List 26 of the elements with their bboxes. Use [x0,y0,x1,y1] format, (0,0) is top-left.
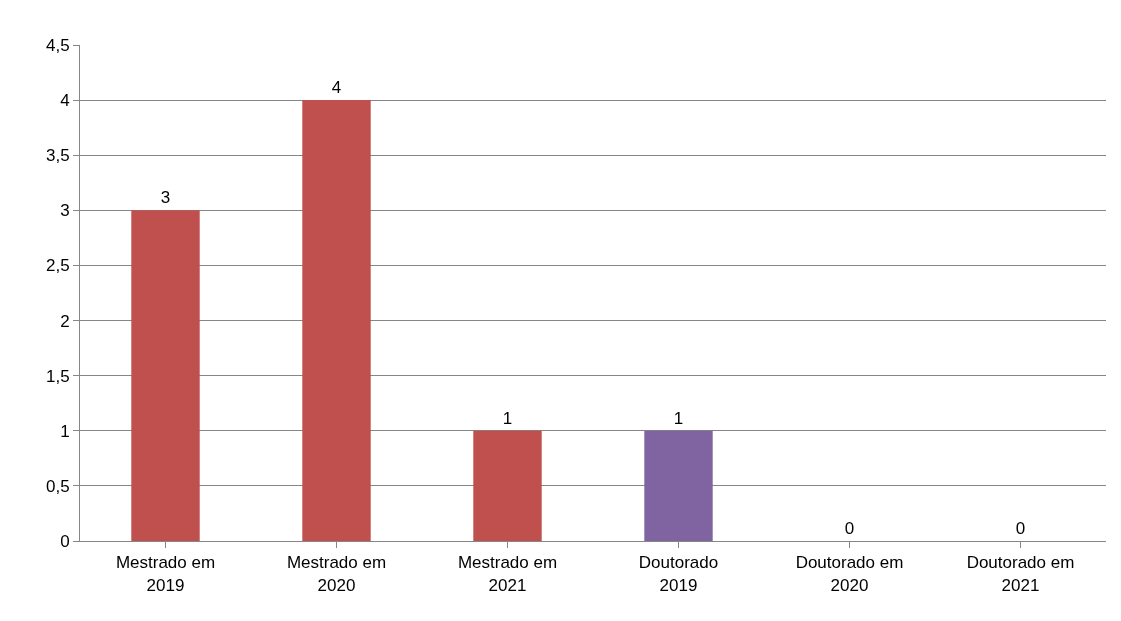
bar [302,100,371,541]
y-tick-label: 4 [60,91,70,111]
y-tick-label: 3 [60,201,70,221]
y-tick-label: 2,5 [45,256,70,276]
data-label: 1 [673,408,684,428]
y-tick-label: 3,5 [45,146,70,166]
x-tick-label: Mestrado em 2021 [457,553,558,595]
bar [473,430,542,541]
x-tick-label: Doutorado em 2021 [966,553,1075,595]
y-tick-label: 0 [60,531,70,551]
bar [644,430,713,541]
x-tick-label: Doutorado 2019 [638,553,719,595]
data-label: 4 [331,78,342,98]
data-label: 3 [160,188,171,208]
y-tick-label: 4,5 [45,35,70,55]
y-tick-label: 1,5 [45,366,70,386]
bar [131,210,200,541]
y-tick-label: 1 [60,421,70,441]
x-tick-label: Doutorado em 2020 [795,553,904,595]
x-tick-label: Mestrado em 2020 [286,553,387,595]
y-tick-label: 2 [60,311,70,331]
y-tick-label: 0,5 [45,476,70,496]
data-label: 1 [502,408,513,428]
x-tick-label: Mestrado em 2019 [115,553,216,595]
data-label: 0 [1015,519,1026,538]
data-label: 0 [844,519,855,538]
